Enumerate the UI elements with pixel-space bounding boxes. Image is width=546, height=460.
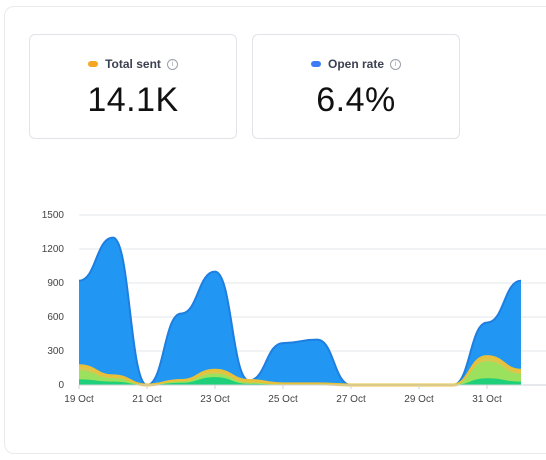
- x-tick-label: 19 Oct: [64, 394, 94, 405]
- total-sent-value: 14.1K: [87, 81, 179, 119]
- y-tick-label: 600: [47, 312, 64, 323]
- x-tick-label: 25 Oct: [268, 394, 298, 405]
- activity-area-chart: 0 300 600 900 1200 1500 19 Oct 21 Oct 23 Oct 25 O…: [42, 210, 546, 405]
- y-tick-label: 0: [58, 380, 64, 391]
- open-rate-card: Open rate i 6.4%: [252, 34, 460, 139]
- open-rate-legend-dot: [310, 61, 321, 67]
- x-tick-label: 23 Oct: [200, 394, 230, 405]
- total-sent-card: Total sent i 14.1K: [29, 34, 237, 139]
- info-icon[interactable]: i: [390, 58, 401, 70]
- x-tick-label: 27 Oct: [336, 394, 366, 405]
- info-icon[interactable]: i: [166, 58, 178, 70]
- open-rate-value: 6.4%: [316, 81, 396, 119]
- y-tick-label: 300: [47, 346, 64, 357]
- open-rate-label: Open rate: [327, 57, 384, 71]
- x-tick-label: 29 Oct: [404, 394, 434, 405]
- total-sent-label: Total sent: [105, 57, 161, 71]
- x-tick-label: 21 Oct: [132, 394, 162, 405]
- y-tick-label: 1500: [42, 210, 65, 221]
- total-sent-legend-dot: [88, 61, 99, 67]
- opens-series-area: [79, 237, 521, 385]
- x-tick-label: 31 Oct: [472, 394, 502, 405]
- y-tick-label: 900: [47, 278, 64, 289]
- y-tick-label: 1200: [42, 244, 65, 255]
- green-series-area: [79, 377, 521, 385]
